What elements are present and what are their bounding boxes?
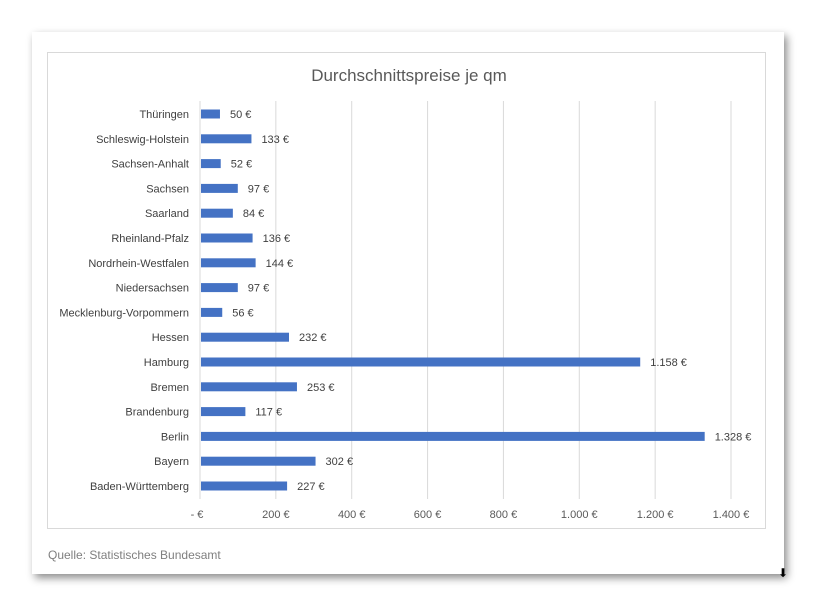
bar: [201, 407, 246, 417]
data-label: 97 €: [248, 283, 269, 295]
bar: [201, 183, 238, 193]
data-label: 1.158 €: [650, 357, 687, 369]
data-label: 50 €: [230, 109, 251, 121]
data-label: 133 €: [261, 134, 289, 146]
bar: [201, 283, 238, 293]
data-label: 144 €: [266, 258, 294, 270]
chart-card: Quelle: Statistisches Bundesamt: [32, 32, 784, 574]
bar: [201, 481, 288, 491]
data-label: 136 €: [263, 233, 291, 245]
data-label: 1.328 €: [715, 431, 752, 443]
category-label: Rheinland-Pfalz: [111, 233, 189, 245]
category-label: Hessen: [152, 332, 189, 344]
chart-frame: [47, 52, 766, 529]
category-label: Thüringen: [139, 109, 189, 121]
category-label: Baden-Württemberg: [90, 481, 189, 493]
data-label: 117 €: [255, 407, 282, 419]
x-tick-label: 1.000 €: [561, 509, 598, 521]
bar: [201, 431, 705, 441]
data-label: 56 €: [232, 307, 253, 319]
bar: [201, 233, 253, 243]
bar: [201, 159, 221, 169]
x-tick-label: 200 €: [262, 509, 290, 521]
bar: [201, 208, 233, 218]
category-label: Brandenburg: [125, 407, 189, 419]
bar: [201, 332, 289, 342]
bar: [201, 134, 252, 144]
category-label: Sachsen: [146, 183, 189, 195]
x-tick-label: 1.200 €: [637, 509, 674, 521]
data-label: 302 €: [326, 456, 354, 468]
bar: [201, 382, 297, 392]
bar: [201, 307, 223, 317]
category-label: Saarland: [145, 208, 189, 220]
category-label: Sachsen-Anhalt: [111, 159, 189, 171]
category-label: Hamburg: [144, 357, 189, 369]
x-tick-label: 1.400 €: [713, 509, 750, 521]
bar: [201, 456, 316, 466]
x-tick-label: 400 €: [338, 509, 366, 521]
x-tick-label: 800 €: [490, 509, 518, 521]
bar: [201, 357, 641, 367]
data-label: 253 €: [307, 382, 335, 394]
category-label: Nordrhein-Westfalen: [88, 258, 189, 270]
bar: [201, 258, 256, 268]
category-label: Mecklenburg-Vorpommern: [59, 307, 189, 319]
category-label: Bayern: [154, 456, 189, 468]
chart-title: Durchschnittspreise je qm: [311, 66, 507, 85]
data-label: 227 €: [297, 481, 325, 493]
source-note: Quelle: Statistisches Bundesamt: [48, 548, 221, 562]
x-tick-label: 600 €: [414, 509, 442, 521]
bar: [201, 109, 220, 119]
category-label: Schleswig-Holstein: [96, 134, 189, 146]
data-label: 232 €: [299, 332, 327, 344]
data-label: 84 €: [243, 208, 264, 220]
category-label: Niedersachsen: [116, 283, 189, 295]
category-label: Bremen: [150, 382, 189, 394]
data-label: 97 €: [248, 183, 269, 195]
resize-cursor-icon: ⬇: [778, 566, 789, 580]
x-tick-label: - €: [191, 509, 204, 521]
category-label: Berlin: [161, 431, 189, 443]
data-label: 52 €: [231, 159, 252, 171]
